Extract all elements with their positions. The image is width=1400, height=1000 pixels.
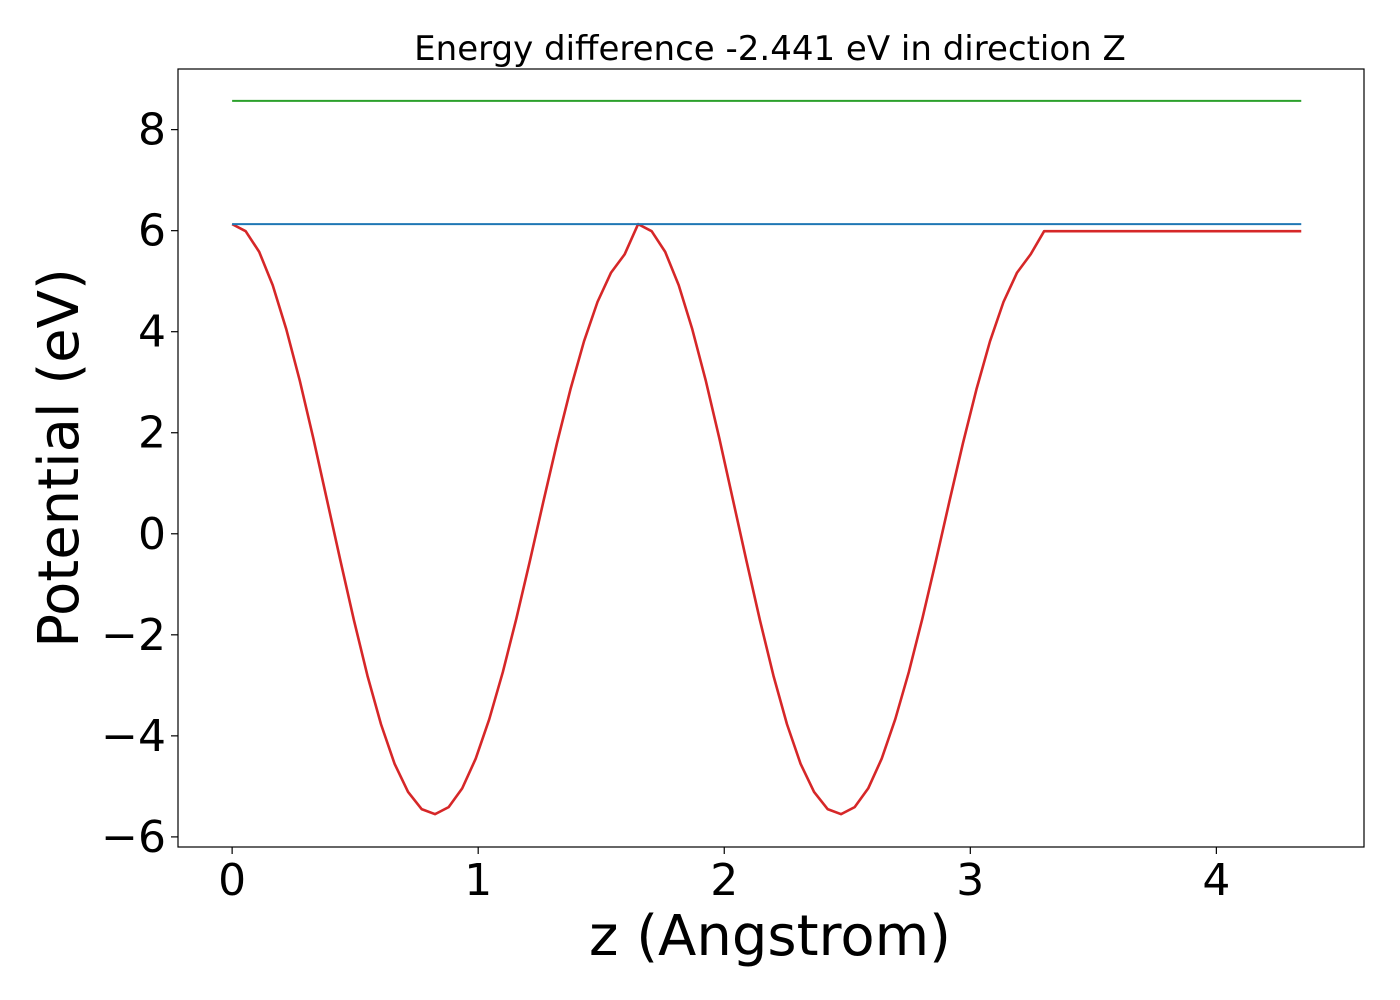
x-tick-label: 4: [1202, 855, 1230, 906]
y-tick-label: 4: [138, 307, 166, 358]
x-tick-label: 3: [956, 855, 984, 906]
y-tick-label: 6: [138, 206, 166, 257]
y-tick-label: −6: [101, 812, 166, 863]
y-tick-label: −2: [101, 610, 166, 661]
y-tick-label: 0: [138, 509, 166, 560]
y-tick-label: 8: [138, 105, 166, 156]
x-tick-label: 0: [218, 855, 246, 906]
y-tick-label: 2: [138, 408, 166, 459]
x-axis-label: z (Angstrom): [589, 904, 951, 969]
axes: 0 1 2 3 4 −6 −4 −2 0 2 4 6 8: [101, 105, 1230, 906]
x-tick-label: 2: [710, 855, 738, 906]
chart-title: Energy difference -2.441 eV in direction…: [414, 29, 1126, 69]
y-tick-label: −4: [101, 711, 166, 762]
series-line-0: [231, 222, 1302, 816]
plot-frame: [177, 68, 1365, 848]
x-tick-label: 1: [464, 855, 492, 906]
plot-area: [231, 99, 1302, 816]
y-axis-label: Potential (eV): [27, 268, 92, 648]
